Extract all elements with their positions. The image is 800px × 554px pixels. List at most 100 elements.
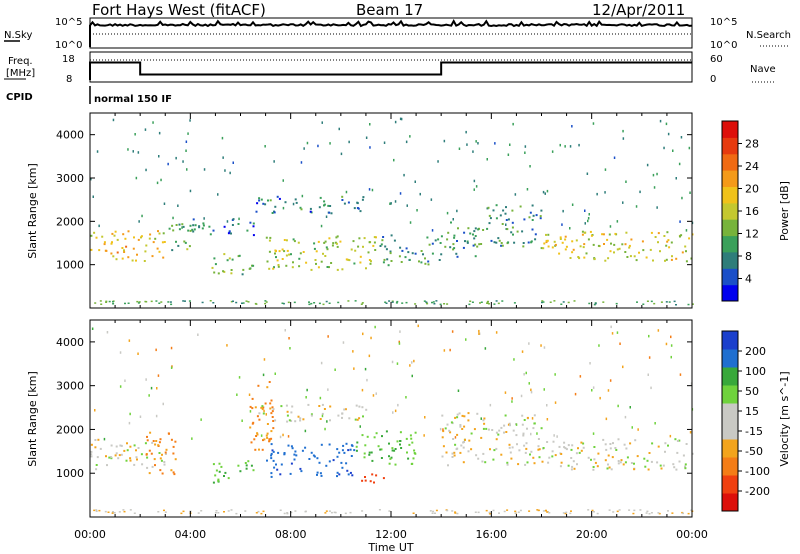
heatmap-cell	[289, 347, 291, 350]
heatmap-cell	[495, 204, 498, 207]
heatmap-cell	[320, 443, 323, 446]
heatmap-cell	[564, 145, 566, 148]
heatmap-cell	[394, 448, 397, 450]
heatmap-cell	[283, 453, 286, 456]
heatmap-cell	[441, 414, 444, 417]
heatmap-cell	[245, 464, 248, 467]
heatmap-cell	[217, 272, 220, 275]
heatmap-cell	[515, 423, 518, 426]
heatmap-cell	[135, 449, 137, 452]
heatmap-cell	[200, 510, 203, 512]
heatmap-cell	[412, 512, 415, 514]
heatmap-cell	[272, 427, 275, 430]
heatmap-cell	[456, 512, 459, 515]
heatmap-cell	[593, 446, 596, 448]
heatmap-cell	[509, 143, 511, 146]
heatmap-cell	[383, 258, 386, 261]
colorbar-swatch	[722, 421, 738, 440]
heatmap-cell	[476, 412, 479, 415]
heatmap-cell	[501, 223, 504, 225]
heatmap-cell	[554, 454, 557, 457]
heatmap-cell	[605, 448, 608, 451]
heatmap-cell	[161, 241, 164, 244]
heatmap-cell	[659, 250, 661, 253]
heatmap-cell	[672, 149, 674, 152]
heatmap-cell	[404, 256, 407, 259]
heatmap-cell	[177, 204, 179, 207]
y-tick-label: 3000	[56, 380, 84, 393]
colorbar-swatch	[722, 331, 738, 350]
heatmap-cell	[619, 342, 621, 345]
heatmap-cell	[675, 177, 677, 180]
heatmap-cell	[484, 347, 487, 350]
heatmap-cell	[217, 512, 220, 514]
heatmap-cell	[347, 201, 350, 204]
heatmap-cell	[143, 260, 146, 262]
heatmap-cell	[157, 444, 160, 447]
heatmap-cell	[368, 451, 371, 454]
heatmap-cell	[283, 452, 286, 454]
heatmap-cell	[324, 255, 327, 257]
heatmap-cell	[673, 300, 676, 303]
heatmap-cell	[226, 259, 229, 262]
heatmap-cell	[476, 245, 479, 248]
heatmap-cell	[246, 229, 249, 232]
heatmap-cell	[334, 241, 337, 244]
heatmap-cell	[547, 233, 550, 236]
heatmap-cell	[495, 217, 498, 220]
heatmap-cell	[104, 510, 107, 513]
heatmap-cell	[551, 455, 554, 458]
heatmap-cell	[184, 241, 187, 244]
heatmap-cell	[537, 438, 540, 440]
heatmap-cell	[500, 453, 503, 456]
heatmap-cell	[215, 510, 218, 512]
heatmap-cell	[235, 512, 238, 515]
heatmap-cell	[668, 301, 671, 303]
heatmap-cell	[117, 457, 120, 460]
heatmap-cell	[293, 240, 296, 243]
heatmap-cell	[577, 447, 579, 450]
heatmap-cell	[676, 451, 679, 454]
heatmap-cell	[636, 301, 638, 303]
velocity-x-ticks	[89, 320, 693, 517]
heatmap-cell	[461, 428, 464, 430]
heatmap-cell	[587, 238, 590, 241]
colorbar-swatch	[722, 367, 738, 386]
heatmap-cell	[330, 262, 333, 264]
freq-label-1: Freq.	[8, 56, 33, 67]
heatmap-cell	[131, 259, 134, 262]
heatmap-cell	[270, 430, 273, 433]
heatmap-cell	[137, 302, 140, 304]
heatmap-cell	[203, 217, 205, 220]
heatmap-cell	[155, 348, 157, 352]
heatmap-cell	[368, 259, 371, 261]
heatmap-cell	[589, 230, 592, 233]
heatmap-cell	[406, 204, 408, 207]
heatmap-cell	[266, 423, 269, 425]
heatmap-cell	[115, 452, 118, 455]
heatmap-cell	[543, 388, 545, 391]
heatmap-cell	[390, 234, 393, 237]
heatmap-cell	[270, 437, 273, 440]
heatmap-cell	[565, 448, 568, 451]
heatmap-cell	[424, 416, 426, 419]
heatmap-cell	[188, 300, 191, 302]
heatmap-cell	[577, 256, 580, 258]
heatmap-cell	[334, 511, 337, 514]
heatmap-cell	[528, 510, 531, 512]
heatmap-cell	[304, 446, 307, 449]
heatmap-cell	[678, 162, 681, 166]
heatmap-cell	[248, 393, 251, 396]
heatmap-cell	[405, 140, 408, 144]
colorbar-swatch	[722, 403, 738, 422]
heatmap-cell	[241, 419, 243, 422]
heatmap-cell	[386, 258, 389, 261]
heatmap-cell	[336, 268, 339, 271]
heatmap-cell	[616, 248, 619, 251]
heatmap-cell	[425, 301, 428, 303]
heatmap-cell	[342, 444, 345, 447]
heatmap-cell	[230, 272, 233, 275]
heatmap-cell	[127, 256, 130, 259]
heatmap-cell	[325, 215, 328, 218]
